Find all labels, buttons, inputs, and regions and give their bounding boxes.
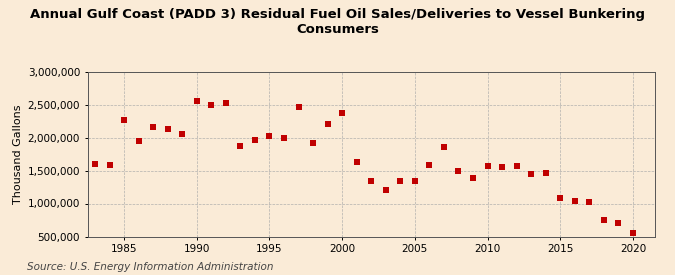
Point <box>337 111 348 115</box>
Point <box>293 105 304 109</box>
Point <box>424 163 435 167</box>
Point <box>177 131 188 136</box>
Y-axis label: Thousand Gallons: Thousand Gallons <box>14 104 24 204</box>
Point <box>613 221 624 225</box>
Point <box>381 188 392 192</box>
Point <box>584 199 595 204</box>
Point <box>511 164 522 168</box>
Point <box>395 179 406 183</box>
Point <box>148 125 159 129</box>
Point <box>235 144 246 148</box>
Point <box>410 179 421 183</box>
Point <box>264 134 275 138</box>
Point <box>570 199 580 203</box>
Point <box>221 101 232 105</box>
Point <box>133 139 144 143</box>
Point <box>555 196 566 200</box>
Point <box>206 102 217 107</box>
Point <box>192 98 202 103</box>
Point <box>279 135 290 140</box>
Point <box>526 172 537 177</box>
Point <box>497 164 508 169</box>
Point <box>250 138 261 142</box>
Point <box>468 176 479 181</box>
Point <box>366 179 377 183</box>
Point <box>628 230 639 235</box>
Text: Source: U.S. Energy Information Administration: Source: U.S. Energy Information Administ… <box>27 262 273 272</box>
Text: Annual Gulf Coast (PADD 3) Residual Fuel Oil Sales/Deliveries to Vessel Bunkerin: Annual Gulf Coast (PADD 3) Residual Fuel… <box>30 8 645 36</box>
Point <box>351 160 362 164</box>
Point <box>90 162 101 166</box>
Point <box>162 127 173 131</box>
Point <box>322 122 333 127</box>
Point <box>119 118 130 123</box>
Point <box>104 163 115 167</box>
Point <box>599 218 610 222</box>
Point <box>308 141 319 145</box>
Point <box>540 171 551 175</box>
Point <box>453 169 464 173</box>
Point <box>439 145 450 149</box>
Point <box>482 164 493 168</box>
